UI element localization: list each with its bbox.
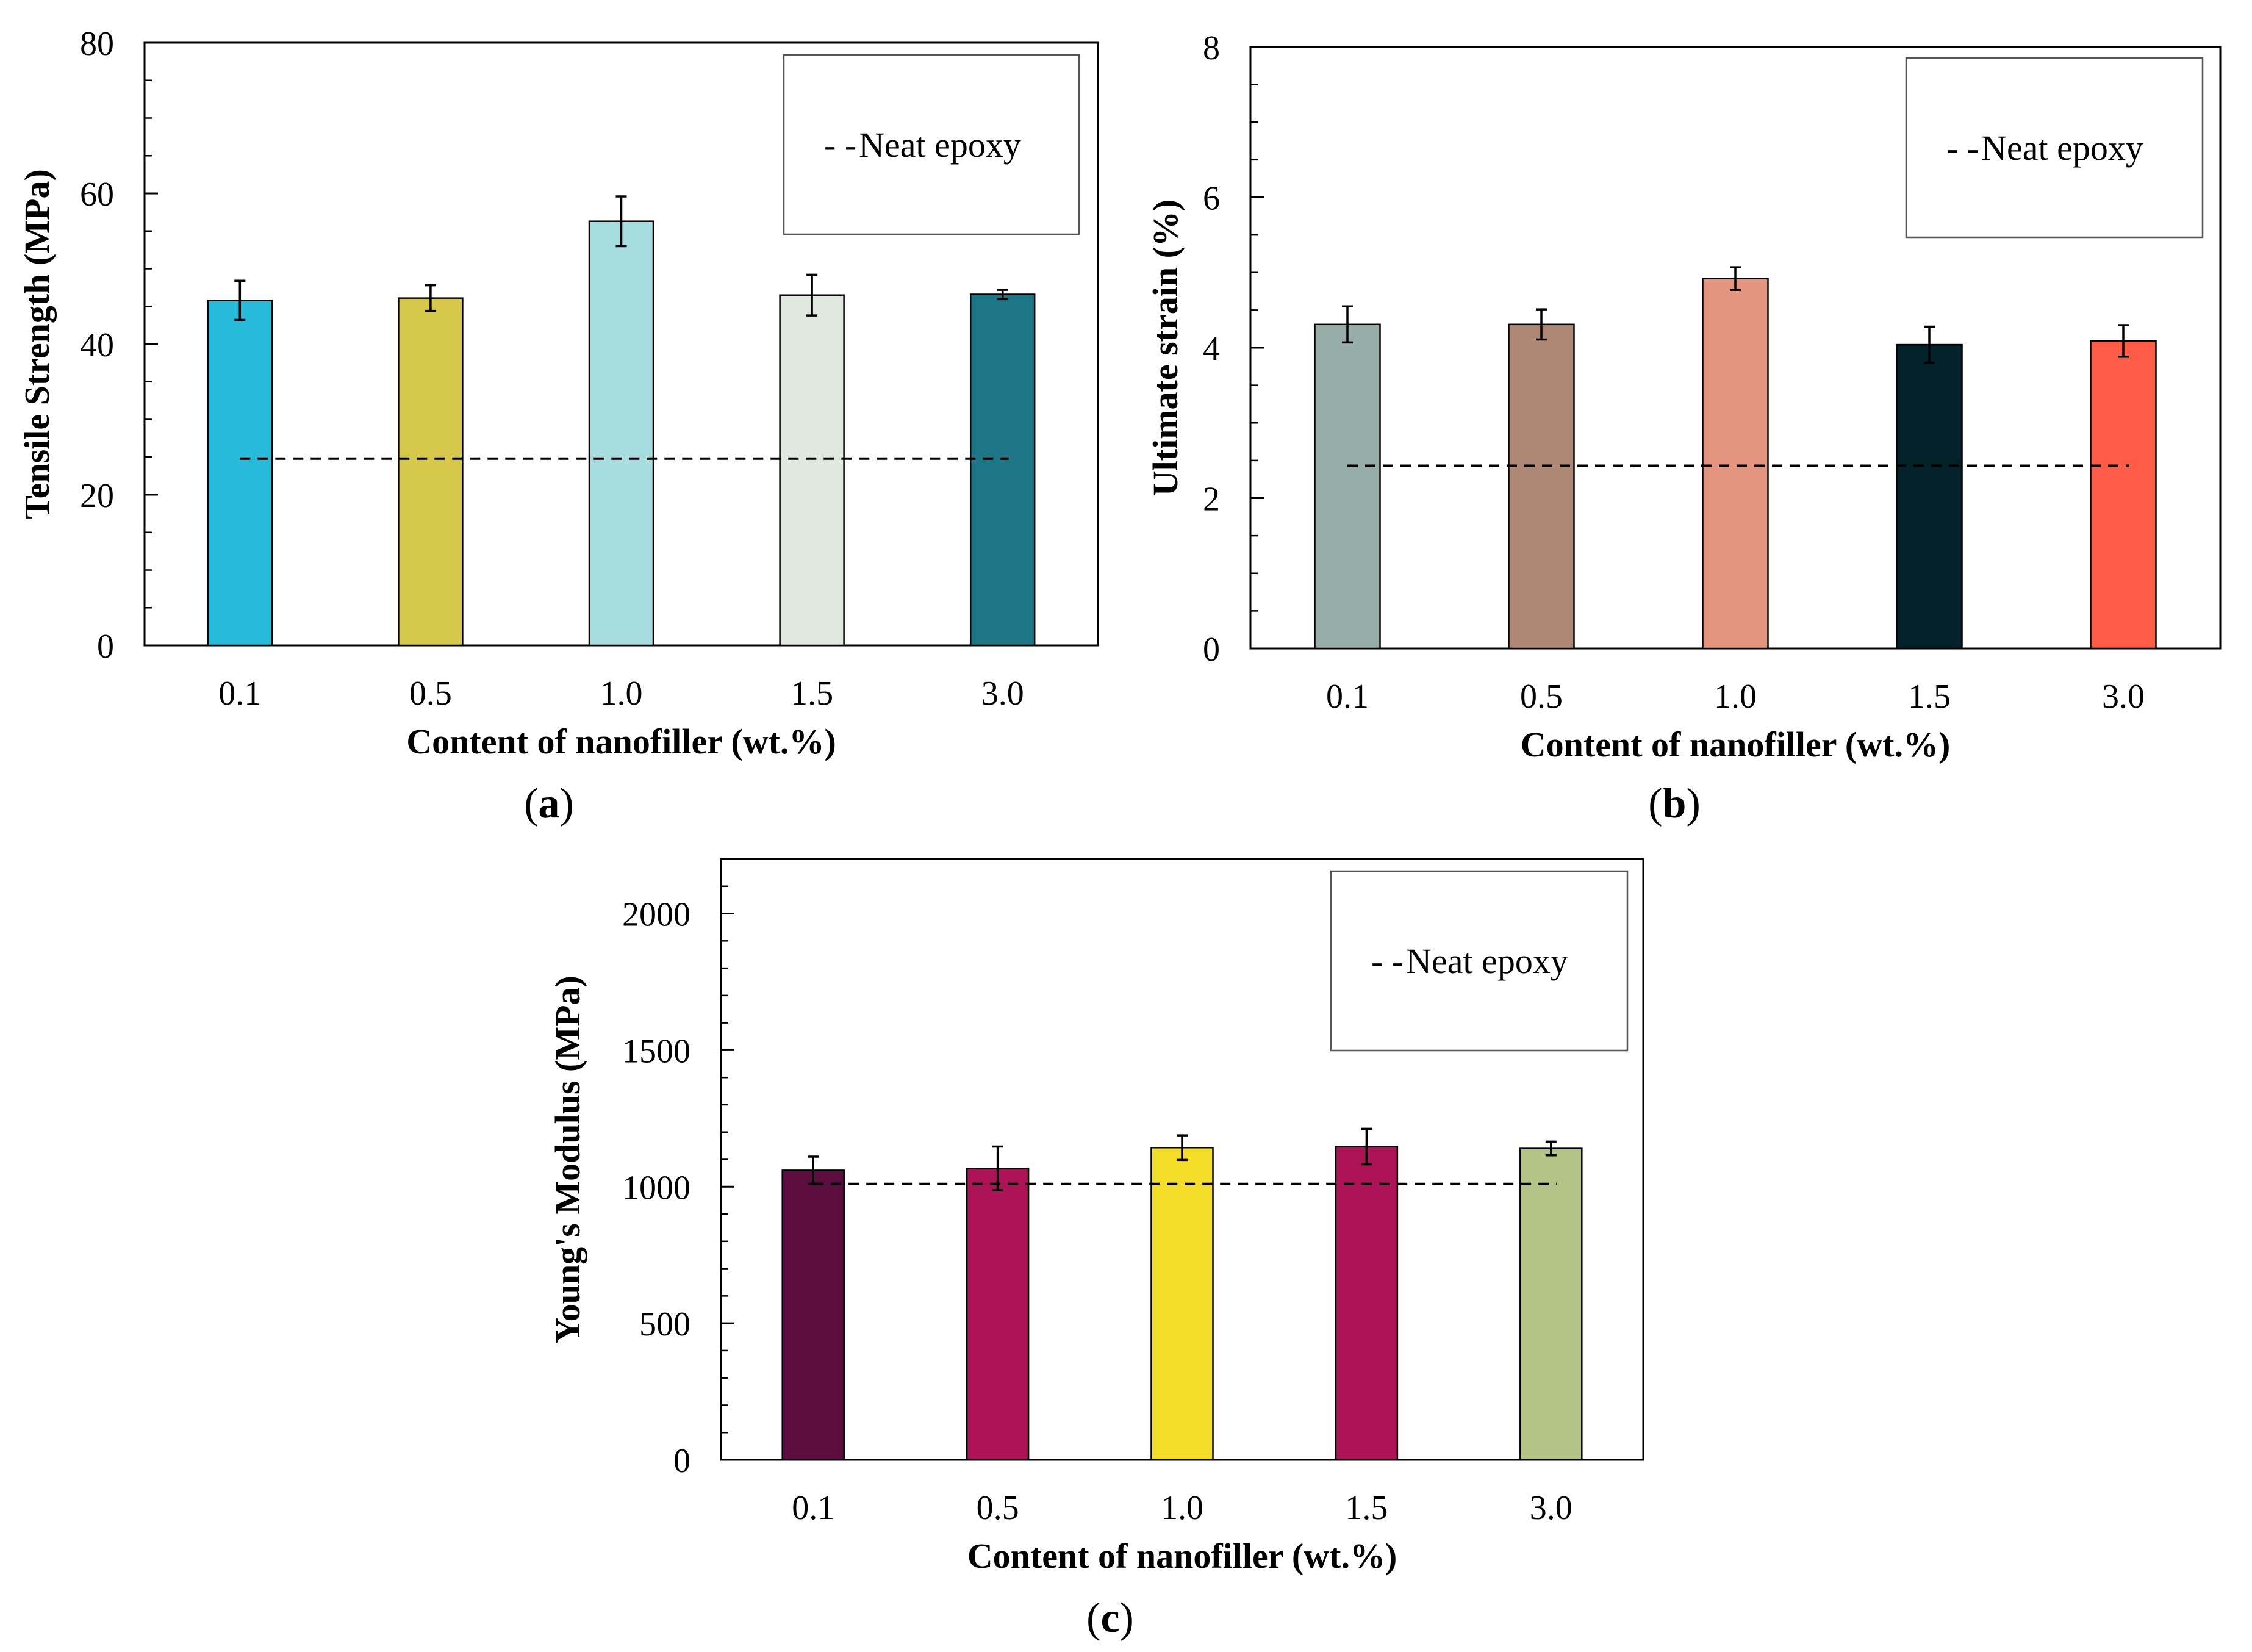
legend-box — [1330, 870, 1629, 1052]
bar-1.0 — [1702, 278, 1769, 650]
y-tick-label: 2 — [1203, 481, 1220, 519]
x-tick-label: 1.0 — [1714, 678, 1757, 716]
y-tick-label: 0 — [97, 628, 114, 666]
y-tick-label: 8 — [1203, 29, 1220, 67]
chart-panel-b: 0 2 4 6 8 0.1 0.5 1.0 1.5 3.0 - -Neat epoxy Ultimat… — [1146, 29, 2222, 827]
y-tick-label: 2000 — [622, 896, 690, 934]
panel-label-close: ) — [1686, 780, 1700, 827]
x-axis-title: Content of nanofiller (wt.%) — [967, 1536, 1397, 1576]
x-tick-label: 1.5 — [791, 675, 833, 713]
bar-0.5 — [966, 1168, 1030, 1461]
panel-label: (c) — [1086, 1595, 1134, 1642]
panel-label-close: ) — [560, 780, 574, 827]
error-bar-1.0 — [1730, 266, 1741, 291]
error-bar-1.0 — [615, 195, 627, 248]
error-bar-3.0 — [2118, 324, 2129, 358]
legend-line-sample: - - — [1946, 128, 1979, 168]
panel-label: (a) — [524, 780, 574, 827]
y-axis-title: Young's Modulus (MPa) — [548, 975, 587, 1343]
legend-label: - -Neat epoxy — [824, 125, 1021, 165]
x-tick-label: 1.5 — [1345, 1489, 1388, 1527]
panel-label-open: ( — [1648, 780, 1662, 827]
panel-label-letter: a — [539, 780, 560, 827]
legend-box — [783, 54, 1080, 235]
y-tick-label: 4 — [1203, 330, 1220, 368]
panel-label-open: ( — [524, 780, 538, 827]
legend-entry-text: Neat epoxy — [1406, 941, 1568, 981]
legend: - -Neat epoxy — [1905, 57, 2204, 239]
x-axis-title: Content of nanofiller (wt.%) — [406, 722, 836, 761]
error-bar-3.0 — [997, 289, 1008, 300]
legend-entry-text: Neat epoxy — [859, 125, 1021, 165]
error-bar-1.0 — [1177, 1134, 1188, 1162]
legend-label: - -Neat epoxy — [1946, 128, 2143, 168]
y-minor-ticks — [721, 858, 728, 1461]
bar-1.0 — [1150, 1146, 1214, 1461]
legend-line-sample: - - — [824, 125, 856, 165]
x-axis-title: Content of nanofiller (wt.%) — [1521, 725, 1951, 764]
x-tick-label: 1.5 — [1908, 678, 1951, 716]
panel-label-open: ( — [1086, 1595, 1100, 1642]
error-bar-0.1 — [234, 279, 246, 321]
x-tick-label: 3.0 — [1530, 1489, 1572, 1527]
y-tick-label: 1000 — [622, 1169, 690, 1207]
bar-3.0 — [2090, 340, 2157, 650]
error-bar-0.1 — [1342, 305, 1353, 344]
legend: - -Neat epoxy — [783, 54, 1080, 235]
panel-label-letter: c — [1100, 1595, 1119, 1642]
y-tick-label: 6 — [1203, 180, 1220, 218]
error-bar-1.5 — [806, 273, 818, 317]
bar-0.1 — [781, 1169, 845, 1461]
y-tick-label: 60 — [80, 176, 114, 214]
y-axis-title: Tensile Strength (MPa) — [17, 169, 57, 519]
bar-0.1 — [207, 300, 273, 647]
x-tick-label: 0.5 — [409, 675, 452, 713]
y-tick-label: 0 — [673, 1442, 690, 1480]
y-tick-label: 1500 — [622, 1032, 690, 1070]
panel-label: (b) — [1648, 780, 1701, 827]
error-bar-1.5 — [1924, 325, 1935, 364]
bar-3.0 — [969, 293, 1036, 647]
legend-label: - -Neat epoxy — [1371, 941, 1568, 981]
panel-label-letter: b — [1663, 780, 1687, 827]
chart-panel-c: 0 500 1000 1500 2000 0.1 0.5 1.0 1.5 3.0 - -Neat e… — [548, 858, 1644, 1642]
x-tick-label: 3.0 — [2102, 678, 2145, 716]
x-tick-label: 1.0 — [1161, 1489, 1203, 1527]
legend-line-sample: - - — [1371, 941, 1404, 981]
bar-1.5 — [1335, 1146, 1399, 1461]
x-tick-label: 0.5 — [977, 1489, 1019, 1527]
x-tick-label: 3.0 — [981, 675, 1024, 713]
bar-1.5 — [779, 294, 845, 647]
x-tick-label: 0.5 — [1520, 678, 1563, 716]
bar-0.1 — [1314, 323, 1381, 650]
bar-1.5 — [1896, 343, 1963, 650]
legend-box — [1905, 57, 2204, 239]
y-tick-label: 80 — [80, 25, 114, 63]
x-tick-label: 1.0 — [600, 675, 643, 713]
x-tick-label: 0.1 — [1326, 678, 1369, 716]
x-tick-label: 0.1 — [792, 1489, 834, 1527]
y-tick-label: 20 — [80, 477, 114, 515]
bar-0.5 — [398, 297, 464, 647]
bar-3.0 — [1519, 1147, 1583, 1461]
bar-1.0 — [588, 220, 654, 647]
y-tick-label: 500 — [639, 1305, 690, 1343]
error-bar-0.5 — [425, 284, 436, 312]
error-bar-3.0 — [1545, 1140, 1557, 1157]
bar-0.5 — [1508, 323, 1575, 650]
x-tick-label: 0.1 — [218, 675, 261, 713]
y-tick-label: 40 — [80, 326, 114, 364]
legend: - -Neat epoxy — [1330, 870, 1629, 1052]
error-bar-1.5 — [1361, 1127, 1372, 1166]
panel-label-close: ) — [1120, 1595, 1134, 1642]
y-axis-title: Ultimate strain (%) — [1146, 199, 1185, 496]
legend-entry-text: Neat epoxy — [1981, 128, 2143, 168]
chart-panel-a: 0 20 40 60 80 0.1 0.5 1.0 1.5 3.0 - -Neat epoxy Ten… — [17, 25, 1099, 827]
error-bar-0.5 — [1536, 308, 1547, 341]
y-tick-label: 0 — [1203, 631, 1220, 669]
